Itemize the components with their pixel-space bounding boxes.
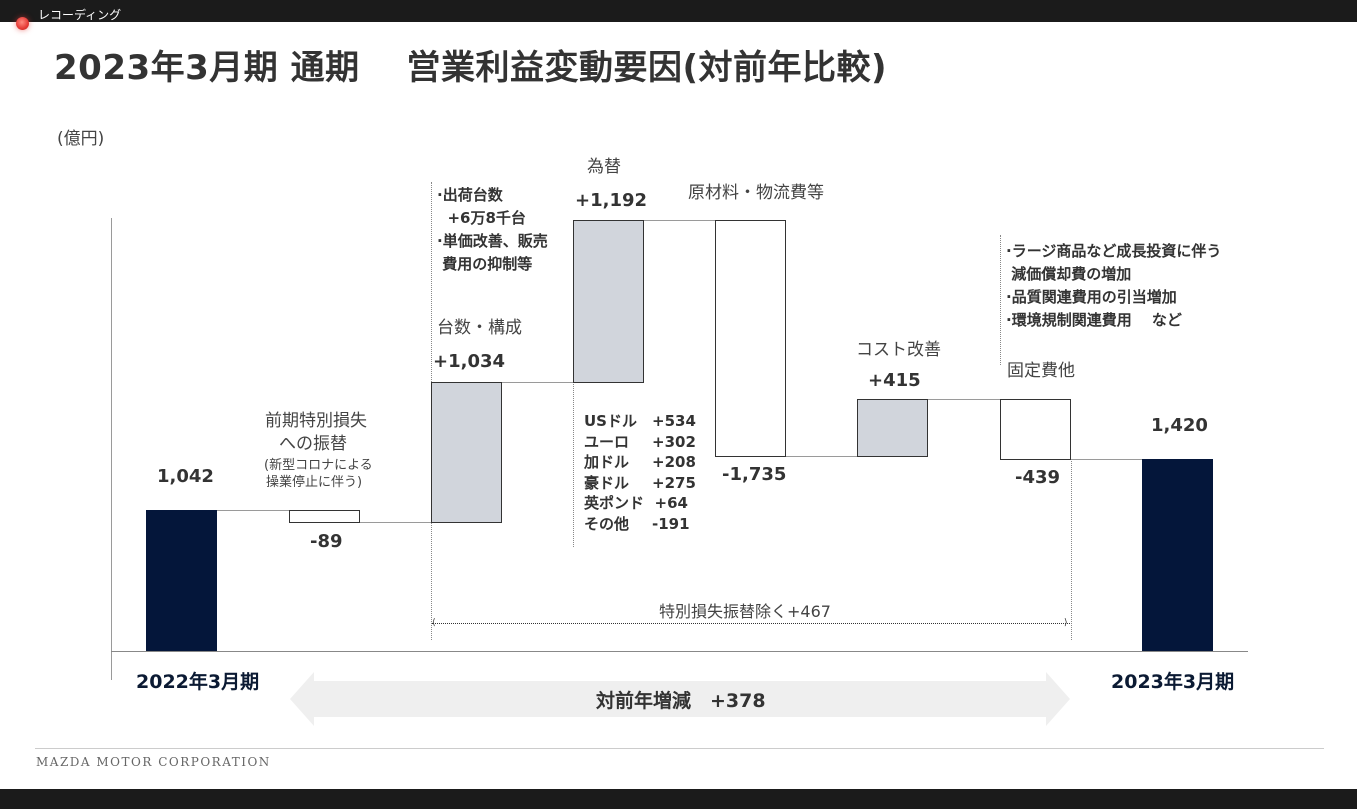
fx-row: 豪ドル +275 <box>584 473 696 494</box>
excluding-special-label: 特別損失振替除く+467 <box>659 602 831 621</box>
guide-dotted-line <box>1000 235 1001 365</box>
fx-value: +275 <box>652 473 696 492</box>
fx-row: その他 -191 <box>584 514 690 535</box>
value-label-fixed-cost: -439 <box>1015 467 1061 488</box>
yoy-double-arrow-icon <box>290 672 1070 726</box>
category-label-special-loss: 前期特別損失 <box>265 411 367 431</box>
value-label-volume: +1,034 <box>433 351 506 372</box>
x-axis-line <box>111 651 1248 652</box>
guide-dotted-line <box>573 382 574 547</box>
footer-divider <box>35 748 1324 749</box>
arrow-left-icon: ⟨ <box>432 618 436 628</box>
fx-row: 英ポンド +64 <box>584 493 688 514</box>
connector-line <box>786 456 857 457</box>
fx-currency: ユーロ <box>584 432 630 451</box>
value-label-materials: -1,735 <box>722 464 787 485</box>
bar-special-loss-transfer <box>289 510 360 523</box>
fx-currency: 英ポンド <box>584 494 645 512</box>
connector-line <box>644 220 715 221</box>
bar-2022-fy <box>146 510 217 651</box>
bottom-bar <box>0 789 1357 809</box>
category-sub-label: (新型コロナによる <box>264 458 373 473</box>
fx-value: +64 <box>654 494 688 512</box>
bar-2023-fy <box>1142 459 1213 651</box>
bar-fixed-cost <box>1000 399 1071 460</box>
value-label-forex: +1,192 <box>575 190 648 211</box>
guide-dotted-line <box>1071 459 1072 640</box>
fx-currency: 加ドル <box>584 453 630 471</box>
x-label-2022: 2022年3月期 <box>136 671 260 693</box>
fx-currency: 豪ドル <box>584 473 630 492</box>
fx-row: 加ドル +208 <box>584 452 696 473</box>
category-label-forex: 為替 <box>587 157 621 177</box>
fx-currency: その他 <box>584 514 630 533</box>
recording-label: レコーディング <box>38 8 122 22</box>
connector-line <box>928 399 1000 400</box>
footer-company: MAZDA MOTOR CORPORATION <box>36 755 271 769</box>
fx-row: ユーロ +302 <box>584 432 696 453</box>
connector-line <box>502 382 573 383</box>
category-sub-label: 操業停止に伴う) <box>266 475 363 490</box>
category-label-cost-improvement: コスト改善 <box>856 340 941 360</box>
connector-line <box>360 522 431 523</box>
unit-label: (億円) <box>57 129 105 149</box>
bar-forex <box>573 220 644 383</box>
fx-value: +534 <box>652 412 696 430</box>
category-label-materials: 原材料・物流費等 <box>688 183 824 203</box>
fx-row: USドル +534 <box>584 411 696 432</box>
volume-notes: ·出荷台数 +6万8千台 ·単価改善、販売 費用の抑制等 <box>437 186 548 273</box>
fx-value: +302 <box>652 432 696 451</box>
fx-currency: USドル <box>584 412 637 430</box>
fixed-cost-notes: ·ラージ商品など成長投資に伴う 減価償却費の増加 ·品質関連費用の引当増加 ·環… <box>1006 242 1222 329</box>
value-label-special-loss: -89 <box>310 531 343 552</box>
category-label-fixed-cost: 固定費他 <box>1007 361 1075 381</box>
recording-indicator-icon <box>16 17 29 30</box>
category-label-special-loss-2: への振替 <box>279 434 347 454</box>
bar-volume-mix <box>431 382 502 523</box>
bar-materials-logistics <box>715 220 786 457</box>
yoy-change-label: 対前年増減 +378 <box>596 690 766 712</box>
connector-line <box>1071 459 1142 460</box>
bar-cost-improvement <box>857 399 928 457</box>
bracket-dotted-arrow <box>432 623 1070 624</box>
value-label-end: 1,420 <box>1151 415 1208 436</box>
value-label-start: 1,042 <box>157 466 214 487</box>
fx-value: +208 <box>652 453 696 471</box>
category-label-volume: 台数・構成 <box>437 318 522 338</box>
connector-line <box>217 510 289 511</box>
recording-bar <box>0 0 1357 22</box>
fx-breakdown-table: USドル +534 ユーロ +302 加ドル +208 豪ドル +275 英ポンド +64… <box>584 411 696 535</box>
page-title: 2023年3月期 通期 営業利益変動要因(対前年比較) <box>54 48 888 88</box>
y-axis-line <box>111 218 112 680</box>
value-label-cost-improvement: +415 <box>868 370 921 391</box>
fx-value: -191 <box>652 514 690 533</box>
arrow-right-icon: ⟩ <box>1064 618 1068 628</box>
x-label-2023: 2023年3月期 <box>1111 671 1235 693</box>
